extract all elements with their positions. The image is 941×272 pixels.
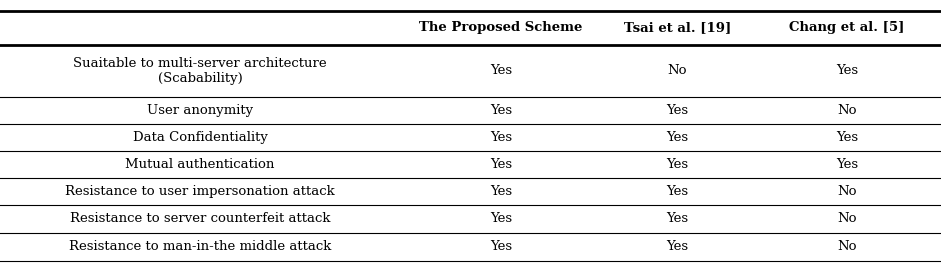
Text: Data Confidentiality: Data Confidentiality — [133, 131, 267, 144]
Text: No: No — [837, 240, 856, 253]
Text: No: No — [668, 64, 687, 77]
Text: Yes: Yes — [836, 131, 858, 144]
Text: No: No — [837, 185, 856, 198]
Text: Yes: Yes — [666, 185, 689, 198]
Text: Yes: Yes — [836, 158, 858, 171]
Text: Resistance to user impersonation attack: Resistance to user impersonation attack — [65, 185, 335, 198]
Text: Yes: Yes — [666, 212, 689, 225]
Text: Yes: Yes — [666, 240, 689, 253]
Text: Yes: Yes — [490, 212, 512, 225]
Text: User anonymity: User anonymity — [147, 104, 253, 117]
Text: Yes: Yes — [666, 104, 689, 117]
Text: Yes: Yes — [836, 64, 858, 77]
Text: Yes: Yes — [490, 64, 512, 77]
Text: Yes: Yes — [490, 131, 512, 144]
Text: Resistance to man-in-the middle attack: Resistance to man-in-the middle attack — [69, 240, 331, 253]
Text: Yes: Yes — [490, 158, 512, 171]
Text: Yes: Yes — [666, 158, 689, 171]
Text: Yes: Yes — [490, 240, 512, 253]
Text: No: No — [837, 212, 856, 225]
Text: Yes: Yes — [666, 131, 689, 144]
Text: Tsai et al. [19]: Tsai et al. [19] — [624, 21, 731, 34]
Text: Yes: Yes — [490, 185, 512, 198]
Text: Mutual authentication: Mutual authentication — [125, 158, 275, 171]
Text: The Proposed Scheme: The Proposed Scheme — [420, 21, 582, 34]
Text: Resistance to server counterfeit attack: Resistance to server counterfeit attack — [70, 212, 330, 225]
Text: Yes: Yes — [490, 104, 512, 117]
Text: No: No — [837, 104, 856, 117]
Text: Chang et al. [5]: Chang et al. [5] — [789, 21, 904, 34]
Text: Suaitable to multi-server architecture
(Scabability): Suaitable to multi-server architecture (… — [73, 57, 327, 85]
